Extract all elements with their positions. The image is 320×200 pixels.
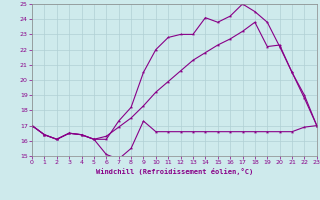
X-axis label: Windchill (Refroidissement éolien,°C): Windchill (Refroidissement éolien,°C) <box>96 168 253 175</box>
